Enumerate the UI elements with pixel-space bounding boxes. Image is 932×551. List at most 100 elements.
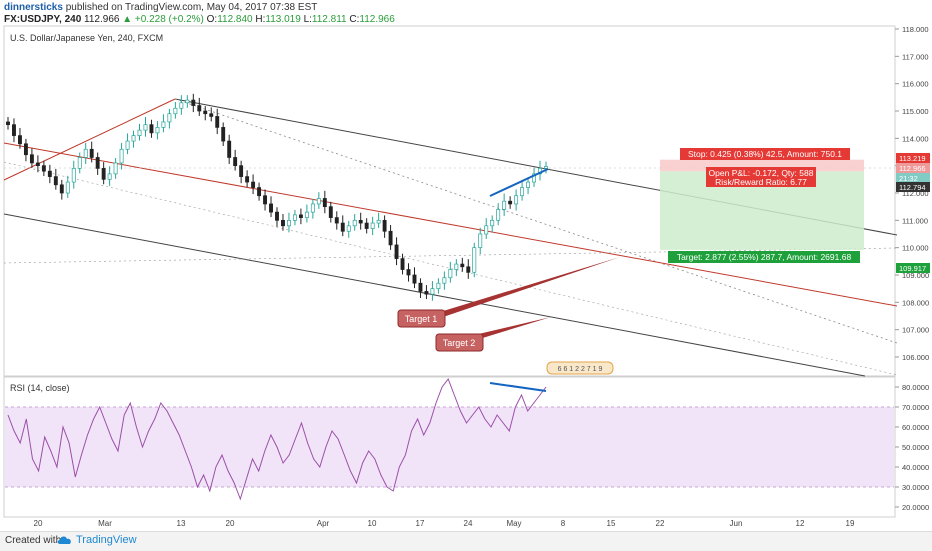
- candle-body: [173, 107, 178, 115]
- red-channel-upper: [3, 98, 176, 181]
- rsi-tick-label: 60.0000: [902, 423, 929, 432]
- time-tick-label: 15: [607, 519, 616, 528]
- time-tick-label: May: [506, 519, 521, 528]
- candle-body: [424, 291, 429, 295]
- candle-body: [406, 269, 411, 276]
- time-tick-label: Jun: [730, 519, 743, 528]
- target-1-arrow: [440, 257, 620, 316]
- rsi-band: [5, 407, 894, 487]
- time-tick-label: 13: [177, 519, 186, 528]
- candle-body: [107, 173, 112, 180]
- pnl-label-box: [706, 167, 816, 187]
- candle-body: [71, 168, 76, 183]
- candle-body: [12, 124, 16, 136]
- publish-text: published on TradingView.com, May 04, 20…: [65, 2, 318, 13]
- candle-body: [209, 113, 214, 117]
- candle-body: [287, 219, 291, 227]
- candle-body: [239, 165, 244, 177]
- candle-body: [388, 230, 393, 246]
- rsi-tick-label: 50.0000: [902, 443, 929, 452]
- price-tick-label: 108.000: [902, 298, 929, 307]
- stop-label: Stop: 0.425 (0.38%) 42.5, Amount: 750.1: [688, 149, 842, 159]
- candle-body: [532, 173, 536, 183]
- price-tag-box: [896, 182, 930, 192]
- chart-canvas[interactable]: U.S. Dollar/Japanese Yen, 240, FXCM RSI …: [0, 0, 932, 531]
- candle-body: [251, 181, 256, 188]
- symbol-label: FX:USDJPY, 240: [4, 14, 82, 25]
- rsi-line: [7, 377, 547, 501]
- main-chart-title: U.S. Dollar/Japanese Yen, 240, FXCM: [10, 33, 163, 43]
- candle-body: [227, 140, 232, 158]
- candle-body: [215, 116, 220, 128]
- candle-body: [352, 219, 357, 227]
- black-channel-inner: [3, 161, 898, 376]
- candle-body: [119, 148, 124, 164]
- time-tick-label: 22: [656, 519, 665, 528]
- candle-body: [418, 282, 423, 292]
- candle-body: [370, 222, 375, 229]
- target-1-box[interactable]: [397, 309, 446, 328]
- candle-body: [59, 184, 64, 194]
- candle-body: [496, 209, 501, 221]
- candle-body: [281, 219, 285, 227]
- candle-body: [544, 166, 548, 169]
- events-strip[interactable]: [546, 361, 614, 375]
- ohlc-line: FX:USDJPY, 240 112.966 ▲ +0.228 (+0.2%) …: [4, 14, 395, 25]
- candle-body: [340, 222, 345, 232]
- candle-body: [334, 217, 339, 224]
- time-tick-label: 19: [846, 519, 855, 528]
- candle-body: [101, 168, 106, 180]
- low-label: L:: [303, 14, 312, 25]
- candle-body: [257, 187, 262, 197]
- candle-body: [400, 258, 405, 270]
- open-label: O:: [206, 14, 218, 25]
- time-tick-label: Apr: [317, 519, 330, 528]
- candle-body: [167, 113, 172, 123]
- candle-body: [161, 121, 166, 128]
- author-link[interactable]: dinnersticks: [4, 2, 63, 13]
- candle-body: [292, 214, 297, 221]
- candle-body: [328, 206, 333, 218]
- candle-body: [95, 157, 100, 169]
- candle-body: [29, 154, 34, 164]
- rsi-axis[interactable]: 80.0000 70.0000 60.0000 50.0000 40.0000 30.00…: [895, 383, 929, 512]
- candle-body: [41, 165, 46, 172]
- tradingview-logo[interactable]: TradingView: [57, 534, 137, 546]
- candle-body: [520, 187, 525, 197]
- black-channel-lower: [3, 213, 866, 377]
- time-axis[interactable]: 20 Mar 13 20 Apr 10 17 24 May 8 15 22 Jun 12 19: [34, 519, 855, 528]
- time-tick-label: 10: [368, 519, 377, 528]
- candle-body: [454, 263, 459, 270]
- price-tick-label: 114.000: [902, 134, 929, 143]
- price-tag-label: 113.219: [899, 154, 926, 163]
- price-tag-box: [896, 153, 930, 163]
- stop-loss-zone: [660, 159, 864, 172]
- rsi-divergence-line: [489, 382, 547, 392]
- candle-body: [430, 288, 435, 295]
- candle-body: [442, 277, 447, 284]
- price-tag-label: 112.794: [899, 183, 926, 192]
- price-tag-label: 21:32: [899, 174, 918, 183]
- candle-body: [490, 219, 495, 227]
- candle-body: [125, 140, 130, 150]
- rsi-tick-label: 80.0000: [902, 383, 929, 392]
- candle-body: [376, 219, 381, 224]
- candle-body: [18, 135, 22, 145]
- candle-body: [526, 181, 531, 188]
- time-tick-label: 20: [34, 519, 43, 528]
- candle-body: [89, 148, 94, 158]
- target-2-box[interactable]: [435, 333, 484, 352]
- candle-body: [322, 198, 327, 208]
- candle-body: [502, 200, 507, 210]
- candle-body: [131, 135, 136, 142]
- price-tick-label: 117.000: [902, 52, 929, 61]
- price-axis[interactable]: 118.000117.000116.000115.000114.000113.0…: [895, 25, 929, 362]
- candle-body: [269, 203, 273, 213]
- candle-body: [35, 162, 40, 167]
- events-label: 6 6 1 2 2 7 1 9: [558, 366, 603, 373]
- chart-header: dinnersticks published on TradingView.co…: [0, 0, 932, 26]
- price-change: ▲ +0.228 (+0.2%): [122, 14, 204, 25]
- candle-body: [484, 225, 489, 235]
- candle-body: [137, 129, 142, 136]
